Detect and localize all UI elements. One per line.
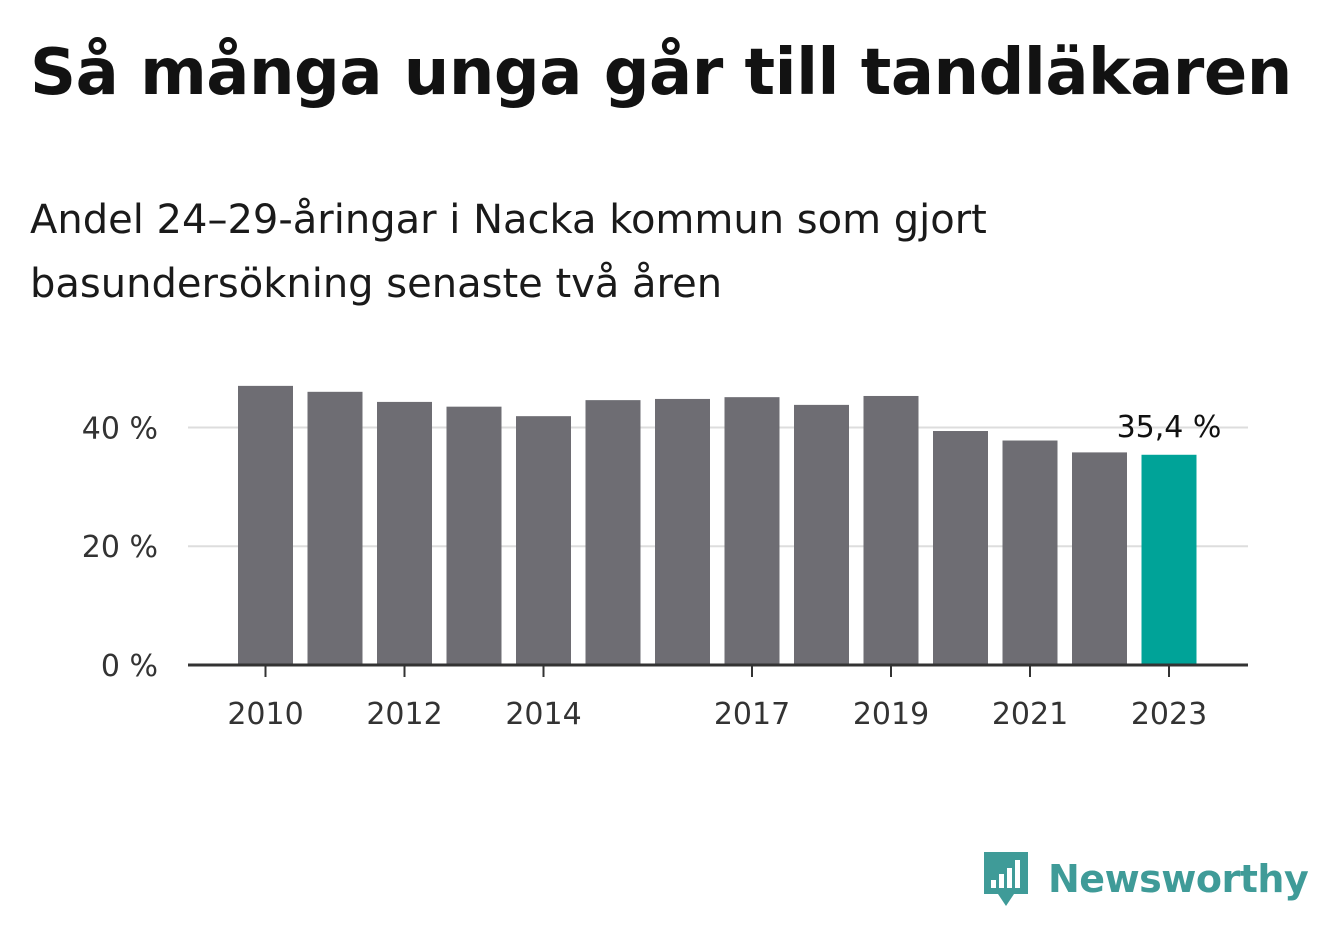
bar-2023 [1141,454,1197,665]
bar-2013 [446,406,502,665]
bar-2021 [1002,440,1058,665]
bar-2011 [307,391,363,665]
y-tick-label: 0 % [101,649,158,684]
x-tick-label: 2010 [227,697,303,732]
y-tick-label: 20 % [82,530,158,565]
newsworthy-logo[interactable]: Newsworthy [980,848,1309,910]
bar-2015 [585,400,641,665]
bar-chart-speech-bubble-icon [984,852,1028,906]
bars [238,385,1197,665]
bar-2012 [377,401,432,665]
bar-2020 [933,431,988,665]
bar-2010 [238,385,293,665]
gridlines [188,426,1248,548]
data-label-highlight: 35,4 % [1117,410,1222,445]
bar-2017 [724,397,780,665]
y-tick-label: 40 % [82,411,158,446]
bar-2019 [863,395,919,665]
x-tick-label: 2012 [366,697,442,732]
bar-2018 [794,404,849,665]
chart-subtitle: Andel 24–29-åringar i Nacka kommun som g… [30,197,987,307]
x-tick-label: 2017 [714,697,790,732]
bar-2016 [655,398,710,665]
bar-chart: 0 % 20 % 40 % 35,4 % 2010 2012 2014 2017 2019 202… [82,385,1248,732]
bar-2022 [1072,452,1127,665]
x-tick-label: 2023 [1131,697,1207,732]
x-tick-label: 2014 [505,697,581,732]
bar-2014 [516,416,571,665]
axes [188,663,1248,677]
chart-title: Så många unga går till tandläkaren [30,36,1292,110]
labels: 0 % 20 % 40 % 35,4 % 2010 2012 2014 2017 2019 202… [82,410,1222,732]
brand-name: Newsworthy [1048,857,1309,901]
x-tick-label: 2019 [853,697,929,732]
x-tick-label: 2021 [992,697,1068,732]
